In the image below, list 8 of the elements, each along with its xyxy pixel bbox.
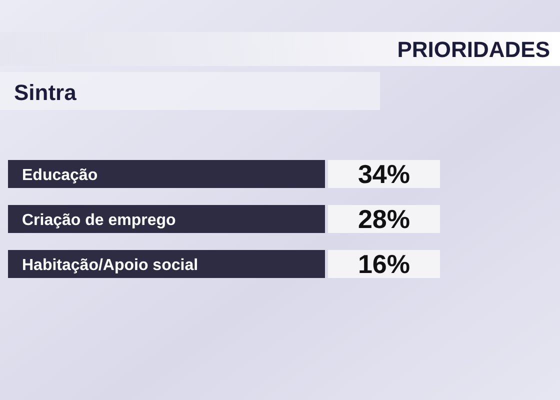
category-label: Criação de emprego <box>22 212 176 229</box>
category-label: Habitação/Apoio social <box>22 257 198 274</box>
category-label: Educação <box>22 167 98 184</box>
text: Sintra <box>14 80 78 105</box>
data-label: 16% <box>358 249 410 279</box>
data-label: 28% <box>358 204 410 234</box>
data-label: 34% <box>358 159 410 189</box>
text: PRIORIDADES <box>397 37 550 62</box>
